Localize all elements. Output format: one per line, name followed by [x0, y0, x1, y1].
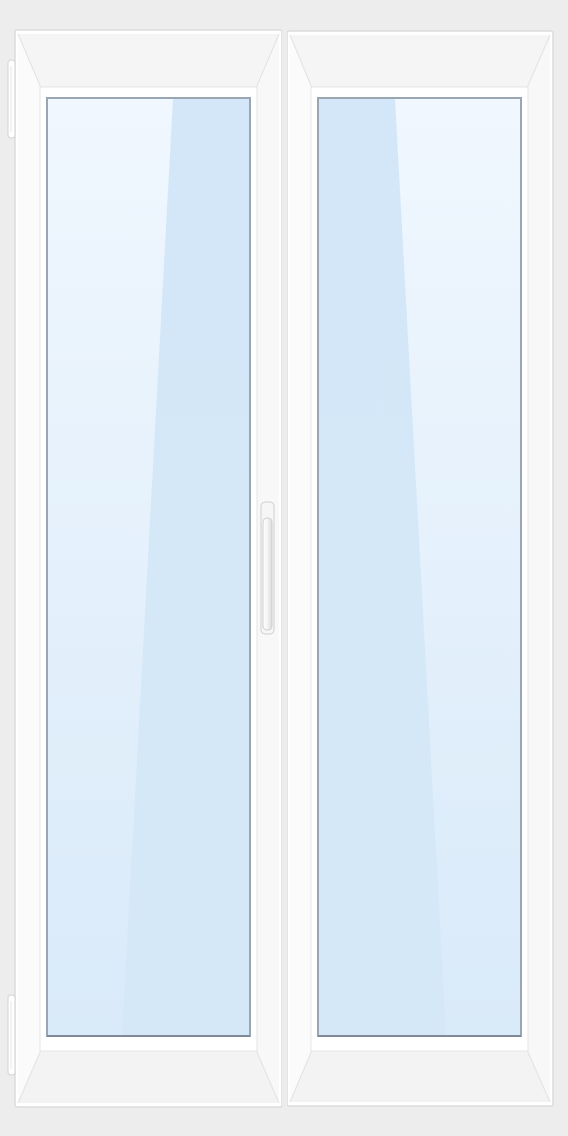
- left-glass-reflection: [122, 99, 250, 1035]
- right-sash: [286, 30, 554, 1107]
- left-sash-bevel-bottom: [18, 1050, 279, 1103]
- hinge-icon: [7, 59, 16, 139]
- left-glass-pane: [46, 97, 251, 1037]
- right-sash-bevel-top: [290, 35, 550, 88]
- center-gap: [282, 31, 287, 1106]
- right-sash-bevel-left: [290, 35, 312, 1102]
- right-glass-reflection: [318, 99, 446, 1035]
- hinge-icon: [7, 994, 16, 1076]
- right-glass-pane: [317, 97, 522, 1037]
- left-sash: [7, 29, 283, 1108]
- left-sash-bevel-left: [18, 34, 41, 1103]
- right-sash-bevel-bottom: [290, 1050, 550, 1102]
- window-handle-icon[interactable]: [260, 501, 275, 635]
- right-sash-bevel-right: [527, 35, 550, 1102]
- left-sash-bevel-top: [18, 34, 279, 88]
